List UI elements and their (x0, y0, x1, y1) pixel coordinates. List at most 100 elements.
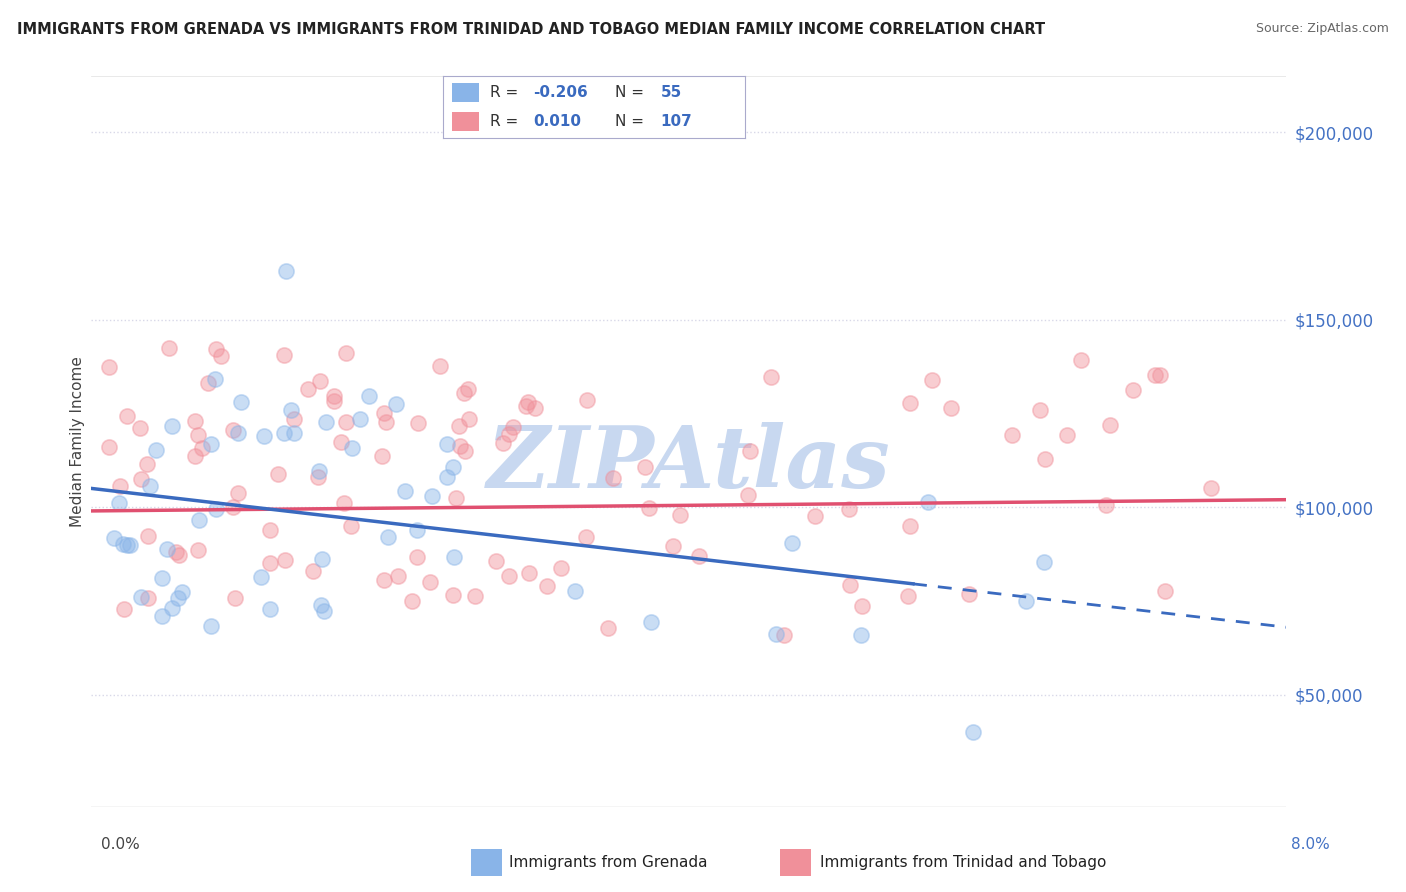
Point (575, 393, 598, 408)
Point (517, 395, 540, 409)
Point (849, 627, 872, 641)
Point (441, 588, 464, 602)
Point (349, 412, 371, 426)
Point (150, 608, 173, 623)
Point (204, 342, 226, 356)
Point (224, 591, 246, 606)
Point (340, 519, 363, 533)
Point (1029, 403, 1052, 417)
Point (457, 382, 479, 396)
Point (112, 602, 135, 616)
Point (103, 531, 125, 545)
Point (330, 435, 353, 450)
Point (688, 549, 710, 563)
Point (441, 460, 464, 475)
Point (759, 370, 782, 384)
Point (98, 359, 121, 374)
Point (662, 539, 685, 553)
Text: ZIPAtlas: ZIPAtlas (486, 422, 891, 505)
Point (524, 401, 547, 416)
Point (515, 399, 537, 413)
Point (167, 548, 190, 562)
Point (187, 427, 209, 442)
Point (634, 460, 657, 475)
Point (136, 529, 159, 543)
Point (737, 488, 759, 502)
Point (454, 443, 477, 458)
Point (139, 479, 162, 493)
Point (259, 523, 281, 537)
Point (226, 486, 249, 500)
Point (357, 388, 380, 402)
Point (222, 500, 245, 515)
Point (315, 415, 337, 429)
Text: IMMIGRANTS FROM GRENADA VS IMMIGRANTS FROM TRINIDAD AND TOBAGO MEDIAN FAMILY INC: IMMIGRANTS FROM GRENADA VS IMMIGRANTS FR… (17, 22, 1045, 37)
Point (273, 348, 295, 362)
Point (283, 411, 305, 425)
Point (917, 495, 939, 509)
Point (200, 619, 222, 633)
Point (550, 561, 572, 575)
Text: N =: N = (616, 85, 644, 100)
Point (492, 436, 515, 450)
Point (183, 414, 205, 428)
Point (187, 542, 209, 557)
Point (229, 395, 252, 409)
Point (1000, 428, 1022, 442)
Point (803, 508, 825, 523)
Point (851, 599, 873, 614)
Point (335, 415, 357, 429)
Text: Immigrants from Trinidad and Tobago: Immigrants from Trinidad and Tobago (820, 855, 1107, 870)
Point (226, 426, 249, 441)
Point (536, 579, 558, 593)
Point (108, 479, 131, 493)
Point (498, 426, 520, 441)
Point (447, 418, 470, 433)
Point (429, 359, 451, 373)
Point (297, 382, 319, 396)
Point (136, 591, 159, 605)
Point (419, 575, 441, 590)
Point (575, 529, 598, 543)
Point (314, 604, 336, 618)
Point (165, 544, 187, 558)
Point (209, 349, 232, 363)
Point (765, 626, 787, 640)
Point (309, 374, 332, 388)
Point (371, 449, 394, 463)
Point (131, 590, 153, 604)
Point (309, 598, 332, 612)
Point (740, 443, 762, 458)
Point (107, 496, 129, 510)
Point (485, 554, 508, 568)
Point (135, 457, 157, 471)
Point (957, 587, 980, 601)
Point (1015, 594, 1038, 608)
Point (115, 409, 138, 423)
Point (333, 496, 356, 510)
Point (273, 553, 295, 567)
Text: Immigrants from Grenada: Immigrants from Grenada (509, 855, 707, 870)
Point (322, 389, 344, 403)
Point (118, 539, 141, 553)
Point (921, 373, 943, 387)
Point (301, 564, 323, 578)
Point (897, 589, 920, 603)
Point (637, 500, 659, 515)
Point (1098, 417, 1121, 432)
Point (598, 621, 620, 635)
Text: 0.010: 0.010 (534, 114, 582, 129)
Point (259, 556, 281, 570)
Text: 0.0%: 0.0% (101, 837, 141, 852)
Point (401, 594, 423, 608)
Point (1153, 583, 1175, 598)
Point (1056, 428, 1078, 442)
Point (157, 341, 180, 355)
Point (1033, 555, 1056, 569)
Point (1070, 353, 1092, 368)
Point (838, 501, 860, 516)
Point (436, 437, 458, 451)
Point (280, 403, 302, 417)
Text: N =: N = (616, 114, 644, 129)
Point (373, 573, 395, 587)
